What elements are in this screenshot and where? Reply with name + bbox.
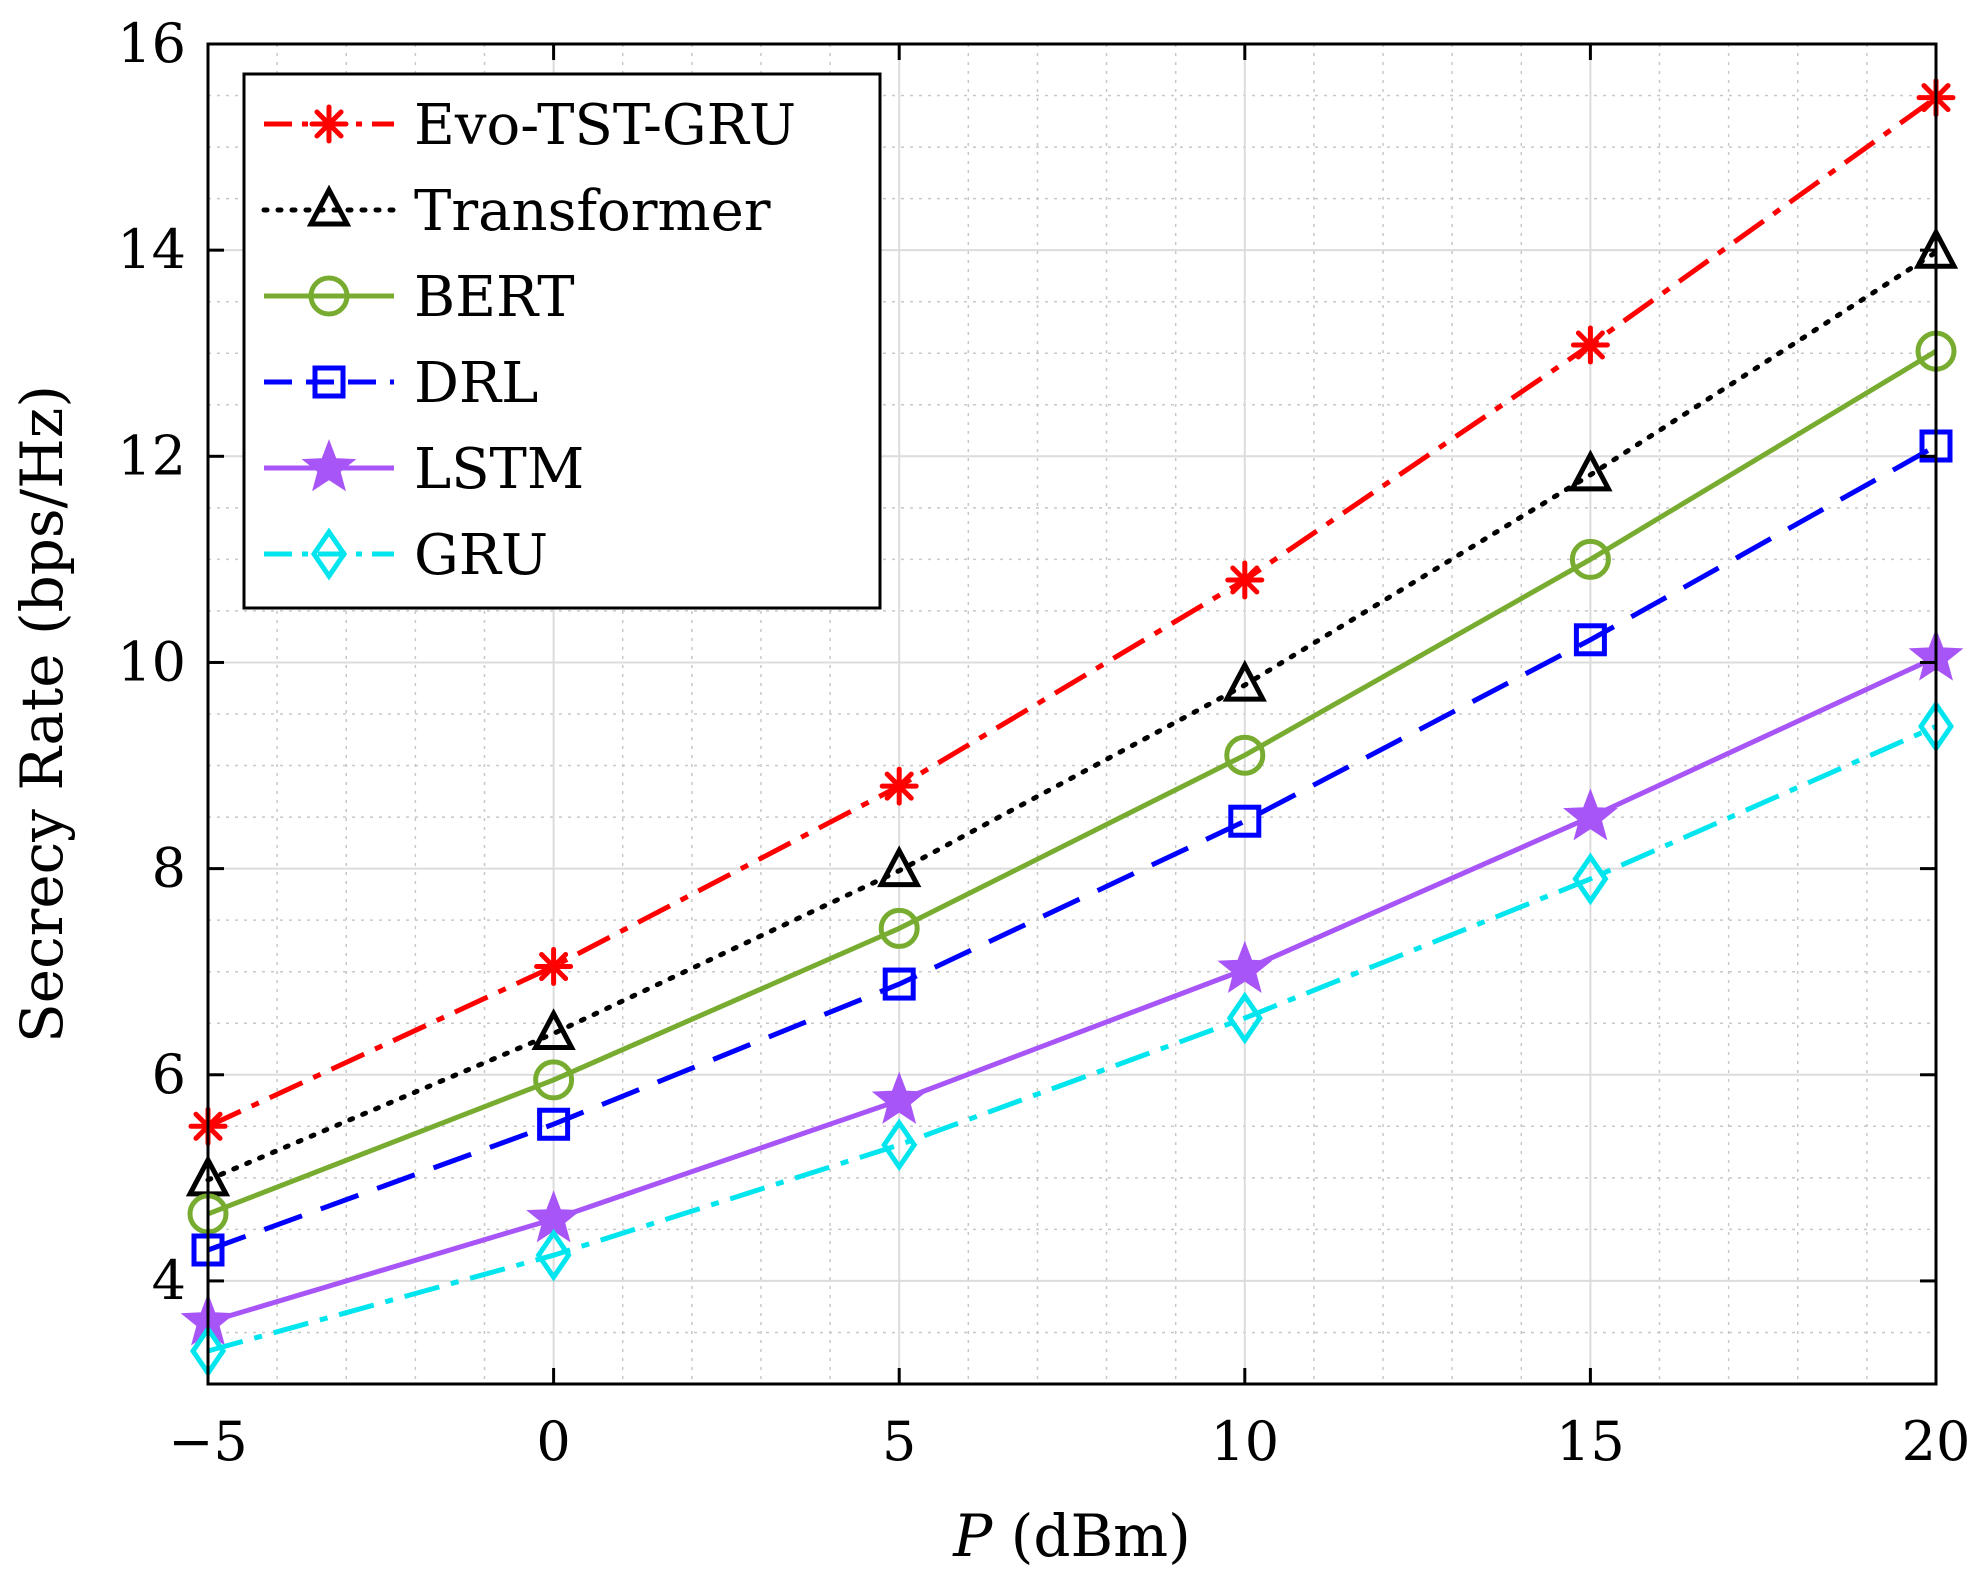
data-point (1225, 560, 1265, 600)
legend-marker (312, 365, 346, 399)
x-tick-label: −5 (168, 1410, 248, 1473)
asterisk-stroke (539, 952, 569, 982)
series-line (207, 655, 1938, 1325)
legend-label: Evo-TST-GRU (414, 93, 796, 158)
data-point (1568, 449, 1613, 492)
legend-label: DRL (414, 351, 538, 416)
data-point (1228, 804, 1262, 838)
series-line (207, 349, 1938, 1217)
x-tick-label: 20 (1902, 1410, 1971, 1473)
legend-label: GRU (414, 523, 548, 588)
data-point (879, 766, 919, 806)
legend-marker (301, 439, 357, 492)
x-tick-label: 10 (1210, 1410, 1279, 1473)
y-tick-label: 14 (117, 218, 186, 281)
series-transformer (185, 226, 1959, 1197)
x-tick-label: 15 (1556, 1410, 1625, 1473)
legend-marker (309, 104, 349, 144)
asterisk-stroke (884, 771, 914, 801)
y-tick-label: 12 (117, 424, 186, 487)
data-point (1563, 788, 1618, 841)
legend-label: LSTM (414, 437, 584, 502)
legend-box (242, 72, 882, 610)
series-line (205, 249, 1939, 1183)
data-point (881, 1118, 918, 1172)
y-tick-label: 4 (152, 1249, 186, 1312)
legend-marker (310, 527, 348, 581)
legend-item: LSTM (264, 437, 584, 502)
y-tick-label: 6 (152, 1043, 186, 1106)
legend-label: Transformer (414, 179, 771, 244)
data-point (535, 1228, 572, 1282)
series-layer (180, 78, 1964, 1378)
y-tick-label: 10 (117, 630, 186, 693)
legend-marker (306, 184, 352, 227)
x-axis-variable: P (952, 1502, 993, 1570)
y-axis-title: Secrecy Rate (bps/Hz) (8, 385, 76, 1043)
legend-item: DRL (264, 351, 538, 416)
data-point (1569, 538, 1611, 580)
data-point (1572, 852, 1609, 906)
data-point (1217, 940, 1273, 993)
data-point (1226, 991, 1263, 1045)
data-point (533, 1059, 575, 1101)
series-bert (187, 330, 1957, 1235)
legend-marker (308, 275, 350, 317)
data-point (531, 1008, 576, 1051)
data-point (1570, 325, 1610, 365)
y-tick-label: 8 (152, 837, 186, 900)
data-point (877, 845, 922, 888)
x-tick-label: 0 (536, 1410, 570, 1473)
data-point (534, 947, 574, 987)
x-axis-title: P (dBm) (952, 1502, 1190, 1570)
plot-frame (206, 42, 1938, 1386)
asterisk-stroke (1575, 330, 1605, 360)
series-line (206, 95, 1938, 1129)
data-point (871, 1071, 927, 1124)
ticks: −5 0 5 10 15 20 4 6 8 10 12 14 16 (117, 12, 1970, 1473)
asterisk-stroke (1230, 565, 1260, 595)
y-tick-label: 16 (117, 12, 186, 75)
data-point (1222, 659, 1267, 702)
data-point (537, 1107, 571, 1141)
legend-item: BERT (264, 265, 575, 330)
legend-item: GRU (264, 523, 548, 588)
series-line (207, 443, 1938, 1253)
data-point (1573, 623, 1607, 657)
legend-label: BERT (414, 265, 575, 330)
legend-item: Evo-TST-GRU (264, 93, 796, 158)
asterisk-stroke (314, 109, 344, 139)
series-line (207, 724, 1938, 1354)
legend: Evo-TST-GRU Transformer BERT DRL LSTM GRU (242, 72, 882, 610)
data-point (1224, 734, 1266, 776)
data-point (882, 967, 916, 1001)
x-axis-unit: (dBm) (992, 1502, 1190, 1570)
series-gru (189, 699, 1955, 1378)
legend-item: Transformer (261, 179, 771, 244)
x-tick-label: 5 (882, 1410, 916, 1473)
series-lstm (180, 628, 1964, 1346)
data-point (878, 907, 920, 949)
